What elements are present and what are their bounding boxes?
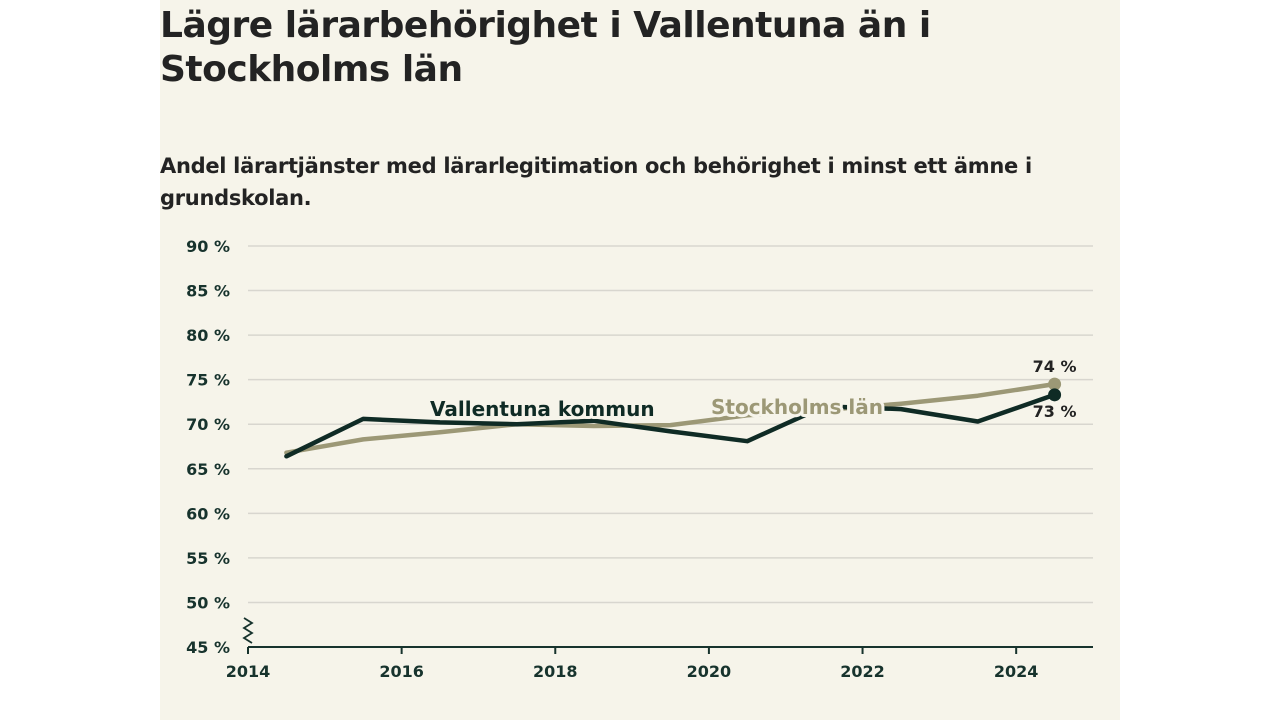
- stockholm-line: [284, 381, 1057, 455]
- vallentuna-end-label: 73 %: [1033, 402, 1077, 421]
- y-tick-label: 50 %: [186, 593, 230, 612]
- x-axis-ticks: 2014 2016 2018 2020 2022 2024: [226, 647, 1039, 681]
- y-tick-label: 80 %: [186, 326, 230, 345]
- chart-subtitle: Andel lärartjänster med lärarlegitimatio…: [160, 154, 1032, 210]
- x-tick-label: 2022: [840, 662, 885, 681]
- y-tick-label: 65 %: [186, 460, 230, 479]
- y-tick-label: 75 %: [186, 371, 230, 390]
- y-axis-ticks: 45 % 50 % 55 % 60 % 65 % 70 % 75 % 80 % 85 % 90 %: [186, 237, 230, 657]
- y-tick-label: 55 %: [186, 549, 230, 568]
- y-tick-label: 45 %: [186, 638, 230, 657]
- vallentuna-line: [284, 392, 1057, 459]
- axis-break-icon: [242, 617, 254, 644]
- y-tick-label: 60 %: [186, 504, 230, 523]
- vallentuna-end-marker: [1048, 388, 1062, 402]
- stockholm-end-label: 74 %: [1033, 357, 1077, 376]
- chart-card: [160, 0, 1120, 720]
- stockholm-series-label: Stockholms län: [711, 395, 883, 419]
- x-tick-label: 2020: [687, 662, 732, 681]
- y-tick-label: 85 %: [186, 282, 230, 301]
- stockholm-end-marker: [1048, 377, 1062, 391]
- grid-lines: [242, 245, 1093, 648]
- vallentuna-series-label: Vallentuna kommun: [430, 397, 655, 421]
- x-tick-label: 2018: [533, 662, 578, 681]
- series-labels: Vallentuna kommun Stockholms län 74 % 73 %: [427, 357, 1077, 424]
- series-lines: [284, 377, 1062, 459]
- chart-title: Lägre lärarbehörighet i Vallentuna än i …: [160, 5, 931, 90]
- x-tick-label: 2014: [226, 662, 271, 681]
- y-tick-label: 70 %: [186, 415, 230, 434]
- y-tick-label: 90 %: [186, 237, 230, 256]
- x-tick-label: 2016: [379, 662, 424, 681]
- x-tick-label: 2024: [994, 662, 1039, 681]
